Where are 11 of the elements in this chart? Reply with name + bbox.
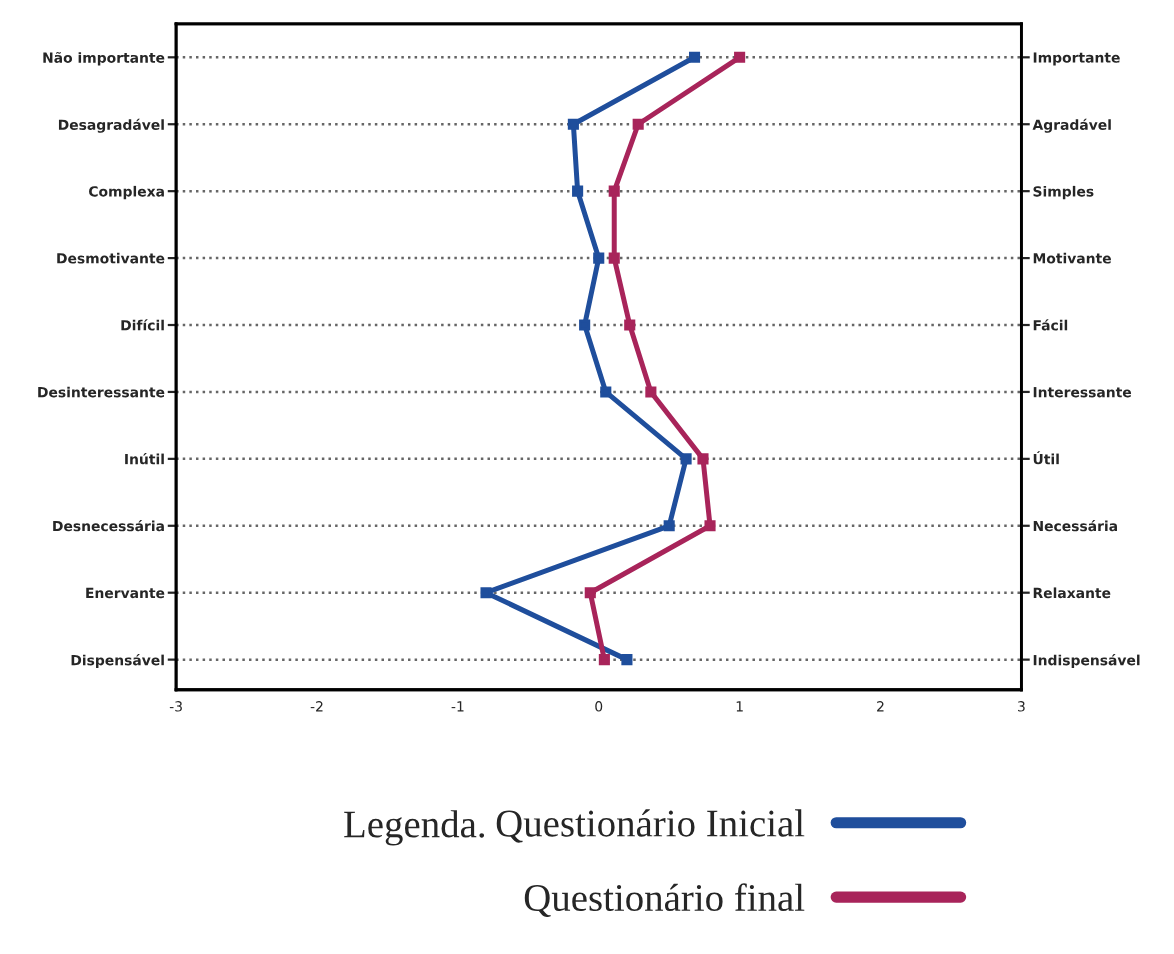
legend-label: Questionário Inicial bbox=[496, 809, 805, 843]
point bbox=[734, 51, 746, 63]
legend-label: Questionário final bbox=[524, 883, 805, 918]
point bbox=[584, 587, 596, 599]
point bbox=[598, 654, 610, 666]
point bbox=[480, 587, 492, 599]
legend-title: Legenda. bbox=[344, 810, 485, 846]
point bbox=[688, 51, 701, 63]
point bbox=[632, 118, 644, 130]
point bbox=[567, 118, 579, 130]
point bbox=[621, 654, 633, 666]
